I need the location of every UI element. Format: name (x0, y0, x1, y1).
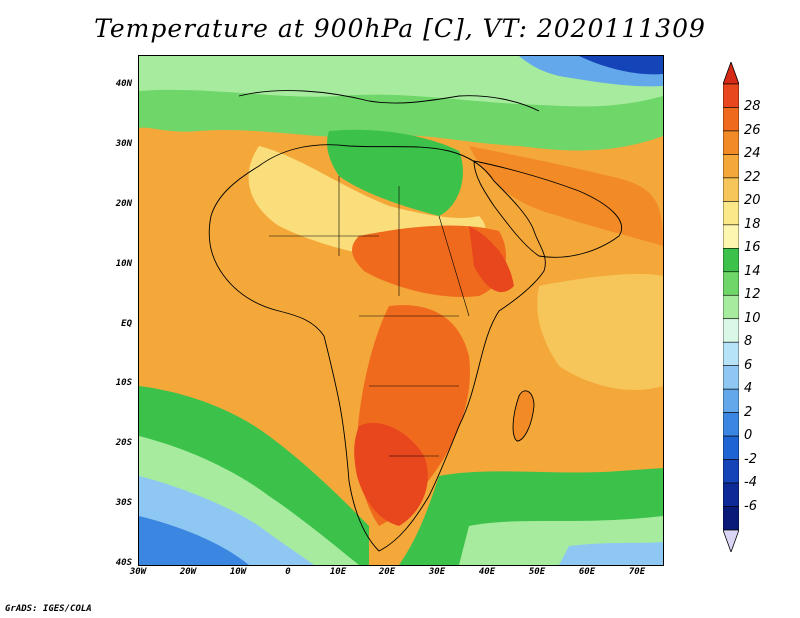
colorbar-label: 10 (744, 310, 761, 326)
colorbar-segment (723, 365, 739, 390)
colorbar-segment (723, 435, 739, 460)
grads-credit: GrADS: IGES/COLA (5, 604, 92, 614)
colorbar-label: 18 (744, 216, 761, 232)
colorbar-segment (723, 459, 739, 484)
colorbar-segment (723, 224, 739, 249)
colorbar-label: 26 (744, 122, 761, 138)
lat-label-10n: 10N (115, 259, 132, 269)
colorbar-segment (723, 341, 739, 366)
colorbar-label: 8 (744, 334, 753, 350)
colorbar-segment (723, 130, 739, 155)
lon-label-10w: 10W (229, 567, 247, 577)
colorbar-label: -2 (744, 451, 757, 467)
lon-label-0: 0 (285, 567, 291, 577)
colorbar-label: 28 (744, 99, 761, 115)
colorbar-segment (723, 294, 739, 320)
colorbar-label: -6 (744, 498, 757, 514)
lon-label-50e: 50E (528, 567, 546, 577)
colorbar-segment (723, 388, 739, 413)
lat-label-10s: 10S (115, 378, 132, 388)
lon-label-60e: 60E (578, 567, 596, 577)
lon-label-40e: 40E (478, 567, 496, 577)
colorbar-label: 0 (744, 428, 753, 444)
colorbar-label: 12 (744, 287, 761, 303)
colorbar-label: 22 (744, 169, 761, 185)
lat-label-40s: 40S (115, 558, 132, 568)
colorbar (723, 62, 739, 552)
colorbar-label: 20 (744, 193, 761, 209)
colorbar-segment (723, 107, 739, 132)
lon-label-20e: 20E (378, 567, 396, 577)
colorbar-label: 4 (744, 381, 753, 397)
lon-label-30w: 30W (129, 567, 147, 577)
colorbar-under-triangle (723, 529, 739, 552)
colorbar-segment (723, 271, 739, 296)
colorbar-segment (723, 201, 739, 226)
lat-label-eq: EQ (121, 319, 132, 329)
lat-label-40n: 40N (115, 79, 132, 89)
colorbar-segment (723, 412, 739, 437)
lat-label-30n: 30N (115, 139, 132, 149)
lat-label-20s: 20S (115, 438, 132, 448)
colorbar-segment (723, 83, 739, 108)
lon-label-30e: 30E (428, 567, 446, 577)
colorbar-over-triangle (723, 62, 739, 85)
lat-label-20n: 20N (115, 199, 132, 209)
lat-label-30s: 30S (115, 498, 132, 508)
colorbar-label: 24 (744, 146, 761, 162)
colorbar-label: 16 (744, 240, 761, 256)
lon-label-10e: 10E (329, 567, 347, 577)
map-title: Temperature at 900hPa [C], VT: 202011130… (94, 14, 706, 43)
colorbar-label: 6 (744, 357, 753, 373)
colorbar-segment (723, 177, 739, 202)
colorbar-segment (723, 318, 739, 343)
colorbar-segment (723, 482, 739, 507)
lon-label-20w: 20W (179, 567, 197, 577)
lon-label-70e: 70E (628, 567, 646, 577)
colorbar-segment (723, 248, 739, 273)
colorbar-label: 2 (744, 404, 753, 420)
colorbar-segment (723, 506, 739, 531)
colorbar-label: 14 (744, 263, 761, 279)
temperature-map (138, 55, 664, 566)
colorbar-label: -4 (744, 475, 757, 491)
colorbar-segment (723, 154, 739, 179)
